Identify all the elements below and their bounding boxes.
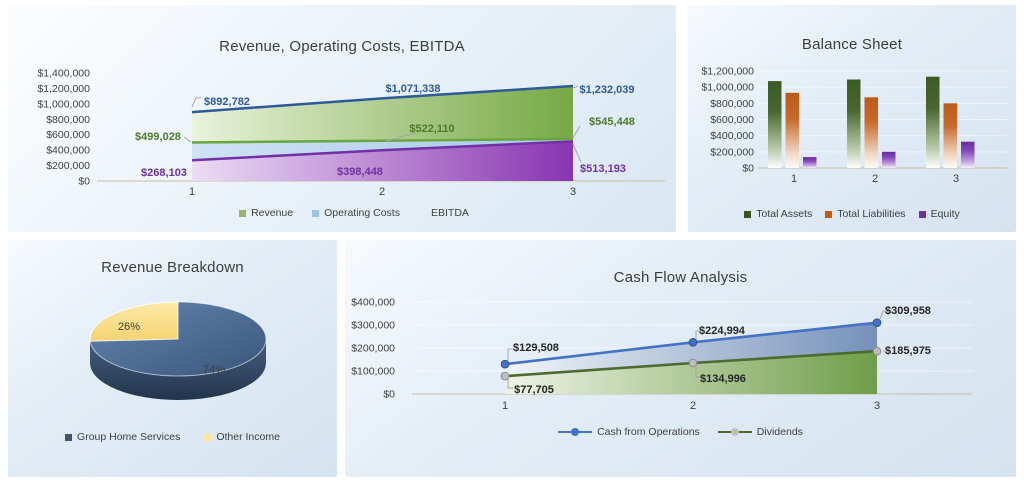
legend-item-revenue[interactable]: Revenue	[239, 207, 293, 219]
svg-text:$185,975: $185,975	[885, 345, 931, 357]
cash-flow-panel: Cash Flow Analysis $0 $100,000 $200,000 $30…	[345, 240, 1016, 477]
legend-label: Cash from Operations	[597, 426, 700, 438]
svg-text:$513,193: $513,193	[580, 163, 626, 175]
legend-label: Other Income	[216, 431, 280, 443]
svg-text:$129,508: $129,508	[513, 342, 559, 354]
dividends-dot	[730, 427, 739, 436]
operating-costs-swatch	[312, 209, 320, 217]
cash-from-operations-line-marker	[558, 427, 593, 436]
legend-item-total-liabilities[interactable]: Total Liabilities	[825, 208, 906, 220]
svg-text:$398,448: $398,448	[337, 166, 383, 178]
svg-text:$200,000: $200,000	[46, 160, 90, 172]
revenue-chart-title: Revenue, Operating Costs, EBITDA	[219, 38, 465, 55]
svg-text:1: 1	[791, 173, 797, 185]
svg-text:$400,000: $400,000	[710, 130, 754, 142]
revenue-breakdown-legend: Group Home Services Other Income	[8, 431, 337, 443]
legend-label: Total Assets	[756, 208, 813, 220]
svg-text:$0: $0	[383, 389, 395, 401]
svg-text:$600,000: $600,000	[710, 114, 754, 126]
svg-text:$545,448: $545,448	[589, 116, 635, 128]
legend-item-cash-from-operations[interactable]: Cash from Operations	[558, 426, 700, 438]
group-home-services-swatch	[65, 433, 73, 441]
svg-text:$400,000: $400,000	[46, 145, 90, 157]
svg-text:3: 3	[953, 173, 959, 185]
svg-text:2: 2	[872, 173, 878, 185]
balance-sheet-chart-canvas[interactable]: $0 $200,000 $400,000 $600,000 $800,000 $1,000…	[688, 5, 1016, 232]
cash-flow-legend: Cash from Operations Dividends	[345, 426, 1016, 438]
svg-text:1: 1	[502, 400, 508, 412]
svg-text:3: 3	[874, 400, 880, 412]
equity-swatch	[918, 210, 926, 218]
cash-flow-chart-canvas[interactable]: $0 $100,000 $200,000 $300,000 $400,000 $129,5…	[345, 240, 1016, 477]
svg-text:$1,200,000: $1,200,000	[701, 66, 754, 78]
svg-text:$134,996: $134,996	[700, 373, 746, 385]
total-assets-swatch	[744, 210, 752, 218]
legend-label: Group Home Services	[77, 431, 181, 443]
svg-text:$1,000,000: $1,000,000	[701, 82, 754, 94]
svg-text:$1,200,000: $1,200,000	[37, 83, 90, 95]
svg-text:$800,000: $800,000	[710, 98, 754, 110]
revenue-ebitda-chart-canvas[interactable]: $0 $200,000 $400,000 $600,000 $800,000 $1,000…	[8, 5, 676, 232]
svg-text:$1,232,039: $1,232,039	[579, 84, 634, 96]
svg-text:$892,782: $892,782	[204, 96, 250, 108]
svg-text:1: 1	[189, 186, 195, 198]
ebitda-swatch	[419, 210, 426, 217]
svg-text:$200,000: $200,000	[351, 343, 395, 355]
dividends-line-marker	[717, 427, 752, 436]
svg-text:$77,705: $77,705	[514, 384, 554, 396]
legend-label: Equity	[930, 208, 960, 220]
svg-text:$100,000: $100,000	[351, 366, 395, 378]
svg-text:$0: $0	[742, 163, 754, 175]
svg-text:$600,000: $600,000	[46, 129, 90, 141]
balance-sheet-panel: Balance Sheet $0 $200,000 $400,000 $600,000…	[688, 5, 1016, 232]
revenue-breakdown-chart-canvas[interactable]: 26% 74%	[8, 240, 337, 477]
svg-text:2: 2	[690, 400, 696, 412]
legend-label: Revenue	[251, 207, 294, 219]
revenue-breakdown-panel: Revenue Breakdown 26% 74% Group Home Serv…	[8, 240, 337, 477]
svg-text:$309,958: $309,958	[885, 305, 931, 317]
revenue-swatch	[239, 209, 247, 217]
cash-flow-title: Cash Flow Analysis	[613, 269, 748, 286]
svg-text:$499,028: $499,028	[135, 131, 181, 143]
legend-item-total-assets[interactable]: Total Assets	[744, 208, 812, 220]
revenue-breakdown-title: Revenue Breakdown	[101, 259, 244, 276]
legend-item-ebitda[interactable]: EBITDA	[419, 207, 469, 219]
balance-sheet-legend: Total Assets Total Liabilities Equity	[688, 208, 1016, 220]
legend-label: EBITDA	[430, 207, 469, 219]
svg-text:26%: 26%	[118, 321, 140, 333]
legend-label: Total Liabilities	[837, 208, 906, 220]
svg-text:$200,000: $200,000	[710, 146, 754, 158]
balance-sheet-title: Balance Sheet	[801, 36, 903, 53]
revenue-chart-legend: Revenue Operating Costs EBITDA	[8, 207, 688, 219]
cash-from-operations-dot	[571, 427, 580, 436]
svg-text:$268,103: $268,103	[141, 167, 187, 179]
other-income-swatch	[204, 433, 212, 441]
svg-text:$1,400,000: $1,400,000	[37, 68, 90, 80]
svg-text:2: 2	[379, 186, 385, 198]
svg-text:$1,000,000: $1,000,000	[37, 98, 90, 110]
total-liabilities-swatch	[825, 210, 833, 218]
svg-text:3: 3	[570, 186, 576, 198]
svg-text:$800,000: $800,000	[46, 114, 90, 126]
revenue-ebitda-panel: Revenue, Operating Costs, EBITDA $0 $200,…	[8, 5, 676, 232]
svg-text:$300,000: $300,000	[351, 320, 395, 332]
legend-label: Operating Costs	[324, 207, 400, 219]
svg-text:$224,994: $224,994	[699, 325, 746, 337]
legend-label: Dividends	[756, 426, 803, 438]
svg-text:$0: $0	[78, 176, 90, 188]
svg-text:$400,000: $400,000	[351, 297, 395, 309]
svg-text:$1,071,338: $1,071,338	[385, 83, 440, 95]
legend-item-equity[interactable]: Equity	[918, 208, 960, 220]
svg-text:$522,110: $522,110	[409, 123, 454, 135]
legend-item-operating-costs[interactable]: Operating Costs	[312, 207, 400, 219]
svg-text:74%: 74%	[203, 364, 225, 376]
legend-item-group-home-services[interactable]: Group Home Services	[65, 431, 180, 443]
legend-item-dividends[interactable]: Dividends	[717, 426, 803, 438]
legend-item-other-income[interactable]: Other Income	[204, 431, 280, 443]
